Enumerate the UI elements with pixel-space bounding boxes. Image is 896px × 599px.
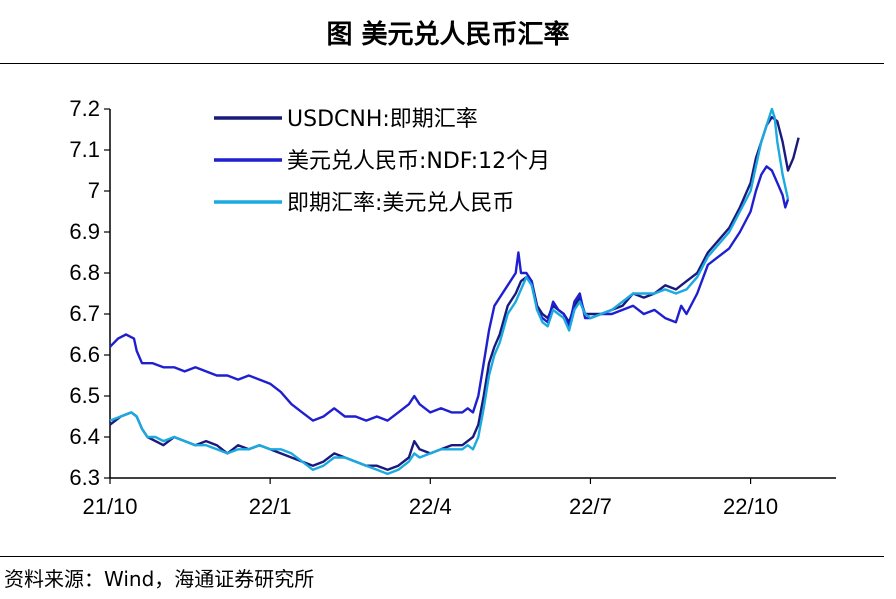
x-tick-label: 21/10 [82,494,137,519]
y-tick-label: 6.4 [69,424,100,449]
y-tick-label: 7.2 [69,96,100,121]
line-chart: 7.2 7.1 7 6.9 6.8 6.7 6.6 6.5 6.4 6.3 21/10 22/1 22/… [69,96,836,519]
y-tick-label: 6.3 [69,465,100,490]
top-rule [0,63,884,64]
x-tick-label: 22/4 [409,494,452,519]
series-lines [109,107,800,476]
y-tick-label: 7.1 [69,137,100,162]
axes: 7.2 7.1 7 6.9 6.8 6.7 6.6 6.5 6.4 6.3 21/10 22/1 22/… [69,96,836,519]
series-line-3 [109,107,790,476]
x-tick-label: 22/10 [723,494,778,519]
source-note: 资料来源：Wind，海通证券研究所 [4,567,315,591]
bottom-rule [0,556,884,557]
chart-title: 图 美元兑人民币汇率 [326,20,570,50]
legend-label-2: 美元兑人民币:NDF:12个月 [287,149,550,174]
x-tick-label: 22/1 [249,494,292,519]
y-tick-label: 6.6 [69,342,100,367]
series-line-2 [109,165,790,422]
y-tick-label: 6.9 [69,219,100,244]
y-tick-label: 6.8 [69,260,100,285]
legend-label-1: USDCNH:即期汇率 [287,107,478,132]
y-tick-label: 7 [88,178,100,203]
series-line-1 [109,116,800,471]
x-tick-label: 22/7 [569,494,612,519]
legend-label-3: 即期汇率:美元兑人民币 [287,191,514,216]
y-tick-label: 6.5 [69,383,100,408]
y-tick-label: 6.7 [69,301,100,326]
